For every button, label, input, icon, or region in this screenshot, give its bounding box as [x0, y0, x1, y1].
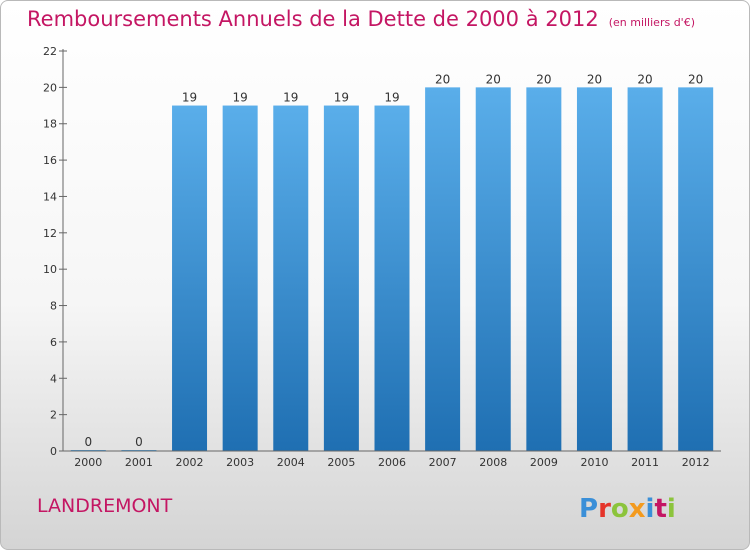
bar-value-label-2004: 19: [283, 91, 298, 105]
bar-value-label-2003: 19: [233, 91, 248, 105]
x-tick-label-2005: 2005: [327, 456, 355, 469]
bar-2012: [678, 87, 714, 451]
bar-2005: [323, 105, 359, 451]
bar-value-label-2000: 0: [84, 435, 92, 449]
chart-title-text: Remboursements Annuels de la Dette de 20…: [27, 7, 599, 31]
y-tick-label-12: 12: [43, 227, 57, 240]
y-tick-label-0: 0: [50, 445, 57, 458]
bar-value-label-2011: 20: [637, 72, 652, 86]
bar-value-label-2005: 19: [334, 91, 349, 105]
bar-2002: [172, 105, 208, 451]
bar-value-label-2001: 0: [135, 435, 143, 449]
y-tick-label-4: 4: [50, 372, 57, 385]
x-tick-label-2008: 2008: [479, 456, 507, 469]
bar-value-label-2006: 19: [384, 91, 399, 105]
y-tick-label-2: 2: [50, 409, 57, 422]
x-tick-label-2000: 2000: [74, 456, 102, 469]
chart-title: Remboursements Annuels de la Dette de 20…: [27, 7, 695, 31]
commune-name: LANDREMONT: [37, 495, 173, 517]
x-tick-label-2007: 2007: [429, 456, 457, 469]
x-tick-label-2009: 2009: [530, 456, 558, 469]
x-tick-label-2012: 2012: [682, 456, 710, 469]
x-tick-label-2006: 2006: [378, 456, 406, 469]
bar-2011: [627, 87, 663, 451]
bar-value-label-2010: 20: [587, 72, 602, 86]
bar-value-label-2009: 20: [536, 72, 551, 86]
bar-2004: [273, 105, 309, 451]
y-tick-label-18: 18: [43, 118, 57, 131]
chart-unit: (en milliers d'€): [608, 16, 695, 29]
x-tick-label-2003: 2003: [226, 456, 254, 469]
proxiti-logo: Proxiti: [579, 494, 676, 524]
y-tick-label-22: 22: [43, 45, 57, 58]
bar-value-label-2012: 20: [688, 72, 703, 86]
bar-2003: [222, 105, 258, 451]
bar-2007: [425, 87, 461, 451]
x-tick-label-2004: 2004: [277, 456, 305, 469]
bar-2006: [374, 105, 410, 451]
bar-value-label-2002: 19: [182, 91, 197, 105]
bar-2008: [475, 87, 511, 451]
bar-value-label-2008: 20: [486, 72, 501, 86]
y-tick-label-8: 8: [50, 300, 57, 313]
y-tick-label-6: 6: [50, 336, 57, 349]
x-tick-label-2010: 2010: [580, 456, 608, 469]
x-tick-label-2001: 2001: [125, 456, 153, 469]
x-tick-label-2011: 2011: [631, 456, 659, 469]
x-tick-label-2002: 2002: [176, 456, 204, 469]
y-tick-label-10: 10: [43, 263, 57, 276]
bar-2010: [576, 87, 612, 451]
y-tick-label-14: 14: [43, 190, 57, 203]
y-tick-label-20: 20: [43, 81, 57, 94]
y-tick-label-16: 16: [43, 154, 57, 167]
logo-text: Proxiti: [579, 494, 676, 524]
bar-value-label-2007: 20: [435, 72, 450, 86]
bar-2009: [526, 87, 562, 451]
